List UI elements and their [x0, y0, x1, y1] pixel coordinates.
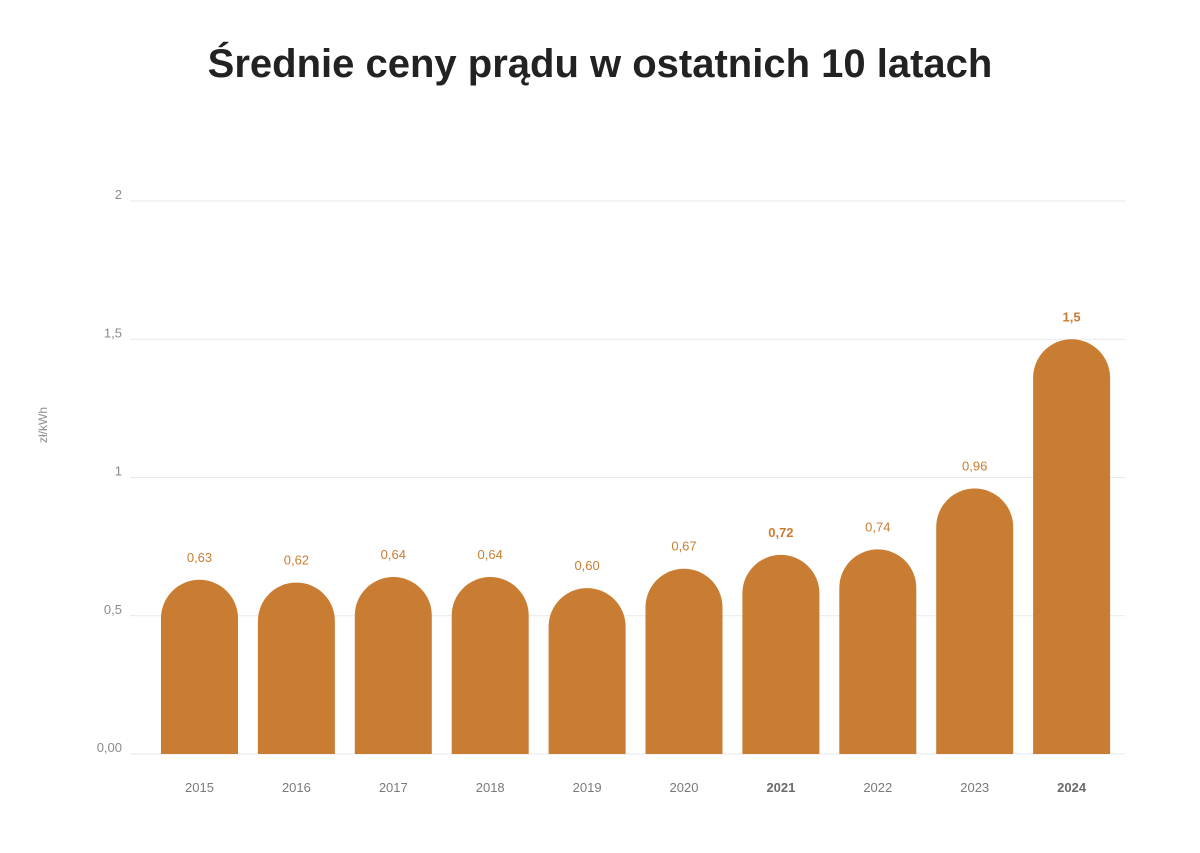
y-tick-label: 0,5	[104, 602, 122, 617]
y-tick-label: 1	[115, 464, 122, 479]
value-label: 0,72	[768, 525, 793, 540]
value-label: 0,67	[671, 539, 696, 554]
x-tick-label: 2015	[185, 780, 214, 795]
value-label: 0,64	[381, 547, 406, 562]
value-label: 0,60	[574, 558, 599, 573]
bar	[451, 577, 529, 754]
value-labels: 0,63 0,62 0,64 0,64 0,60 0,67 0,72 0,74 0,96 1,5	[187, 309, 1081, 573]
bars	[161, 339, 1111, 754]
bar	[257, 582, 335, 754]
y-tick-label: 2	[115, 187, 122, 202]
x-tick-label: 2022	[863, 780, 892, 795]
y-tick-label: 0,00	[97, 740, 122, 755]
value-label: 1,5	[1063, 309, 1081, 324]
bar	[354, 577, 432, 754]
x-tick-label: 2023	[960, 780, 989, 795]
value-label: 0,96	[962, 459, 987, 474]
bar	[161, 579, 238, 754]
y-axis-label: zł/kWh	[36, 407, 50, 443]
bar	[936, 488, 1014, 754]
x-tick-label: 2018	[476, 780, 505, 795]
bar	[1033, 339, 1111, 754]
x-tick-label: 2020	[670, 780, 699, 795]
x-tick-label: 2017	[379, 780, 408, 795]
bar	[839, 549, 917, 754]
value-label: 0,74	[865, 519, 890, 534]
y-axis-ticks: 0,00 0,5 1 1,5 2	[97, 187, 122, 755]
x-tick-label: 2024	[1057, 780, 1087, 795]
x-axis-labels: 2015 2016 2017 2018 2019 2020 2021 2022 2023 2024	[185, 780, 1087, 795]
chart-title: Średnie ceny prądu w ostatnich 10 latach	[207, 42, 993, 86]
x-tick-label: 2016	[282, 780, 311, 795]
bar	[645, 568, 723, 754]
x-tick-label: 2021	[766, 780, 795, 795]
bar	[742, 554, 820, 754]
value-label: 0,62	[284, 553, 309, 568]
bar	[548, 588, 626, 754]
y-tick-label: 1,5	[104, 325, 122, 340]
x-tick-label: 2019	[573, 780, 602, 795]
value-label: 0,63	[187, 550, 212, 565]
value-label: 0,64	[478, 547, 503, 562]
